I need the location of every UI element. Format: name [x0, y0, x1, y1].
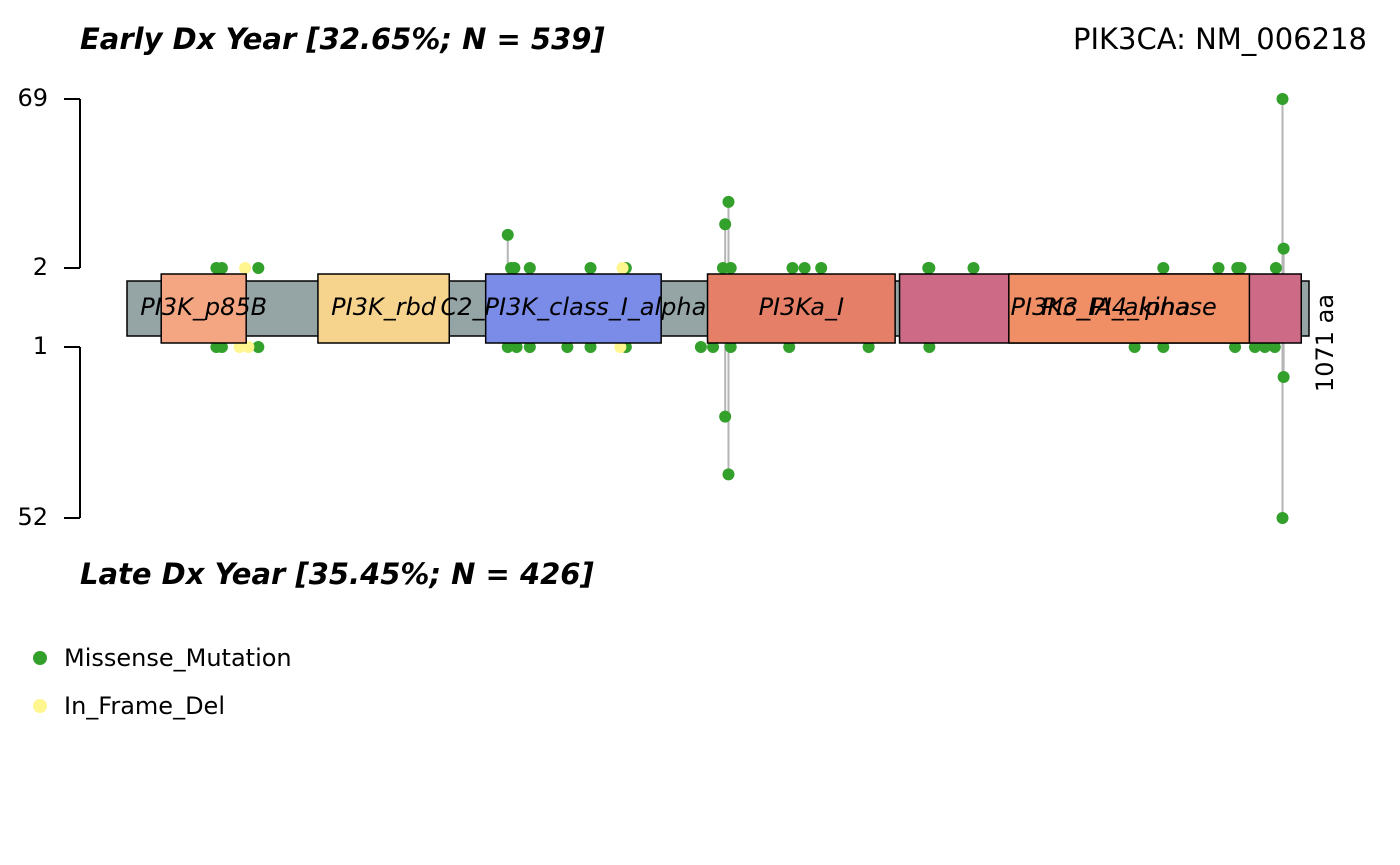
mutation-point — [694, 341, 707, 353]
mutation-point — [1277, 242, 1290, 255]
mutation-point — [783, 341, 796, 353]
mutation-point — [967, 262, 980, 274]
mutation-point — [252, 262, 265, 274]
mutation-point — [1229, 341, 1242, 353]
mutation-point — [1268, 341, 1281, 353]
mutation-point — [1277, 370, 1290, 383]
mutation-point — [1276, 93, 1289, 105]
mutation-point — [510, 341, 523, 353]
domain — [706, 273, 896, 344]
bottom-title: Late Dx Year [35.45%; N = 426] — [80, 557, 594, 591]
mutation-point — [923, 341, 936, 353]
mutation-point — [242, 341, 255, 353]
domain-label: PI3K_rbd — [331, 293, 437, 321]
domain-label: PI3_PI4_kinase — [1041, 293, 1216, 321]
mutation-point — [1234, 262, 1247, 274]
mutation-point — [616, 262, 629, 274]
mutation-point — [815, 262, 828, 274]
y-tick-label: 1 — [33, 332, 48, 360]
mutation-point — [252, 341, 265, 353]
mutation-point — [1248, 341, 1261, 353]
mutation-point — [501, 228, 514, 241]
y-tick-label: 2 — [33, 253, 48, 281]
domain — [160, 273, 247, 344]
legend-label: In_Frame_Del — [64, 692, 225, 720]
mutation-point — [508, 262, 521, 274]
mutation-point — [215, 262, 228, 274]
mutation-point — [798, 262, 811, 274]
mutation-point — [584, 341, 597, 353]
mutation-point — [1128, 341, 1141, 353]
mutation-point — [719, 410, 732, 423]
legend-label: Missense_Mutation — [64, 644, 292, 672]
mutation-point — [614, 341, 627, 353]
mutation-point — [923, 262, 936, 274]
points — [210, 93, 1290, 524]
mutation-point — [1276, 512, 1289, 524]
mutation-point — [523, 341, 536, 353]
mutation-point — [724, 262, 737, 274]
mutation-point — [1258, 341, 1271, 353]
mutation-point — [523, 262, 536, 274]
y-tick-label: 52 — [17, 503, 48, 531]
mutation-point — [722, 468, 735, 481]
mutation-point — [724, 341, 737, 353]
mutation-point — [719, 218, 732, 231]
gene-label: PIK3CA: NM_006218 — [1073, 22, 1367, 56]
domain — [484, 273, 662, 344]
mutation-point — [1157, 341, 1170, 353]
domain — [1008, 273, 1251, 344]
mutation-point — [862, 341, 875, 353]
domain-label: C2_PI3K_class_I_alpha — [441, 293, 707, 321]
domain-label: PI3Kc_IA_alpha — [1011, 293, 1191, 321]
domain-label: PI3K_p85B — [140, 293, 267, 321]
mutation-point — [1269, 262, 1282, 274]
mutation-point — [584, 262, 597, 274]
mutation-point — [561, 341, 574, 353]
protein-length-label: 1071 aa — [1311, 294, 1339, 392]
mutation-point — [233, 341, 246, 353]
mutation-point — [501, 341, 514, 353]
domain — [317, 273, 451, 344]
mutation-point — [1212, 262, 1225, 274]
mutation-point — [215, 341, 228, 353]
mutation-point — [1157, 262, 1170, 274]
mutation-point — [786, 262, 799, 274]
legend-marker — [33, 699, 47, 713]
mutation-point — [707, 341, 720, 353]
y-tick-label: 69 — [17, 84, 48, 112]
mutation-point — [239, 262, 252, 274]
domain-label: PI3Ka_I — [759, 293, 845, 321]
legend-marker — [33, 651, 47, 665]
mutation-point — [722, 195, 735, 208]
top-title: Early Dx Year [32.65%; N = 539] — [80, 22, 605, 56]
